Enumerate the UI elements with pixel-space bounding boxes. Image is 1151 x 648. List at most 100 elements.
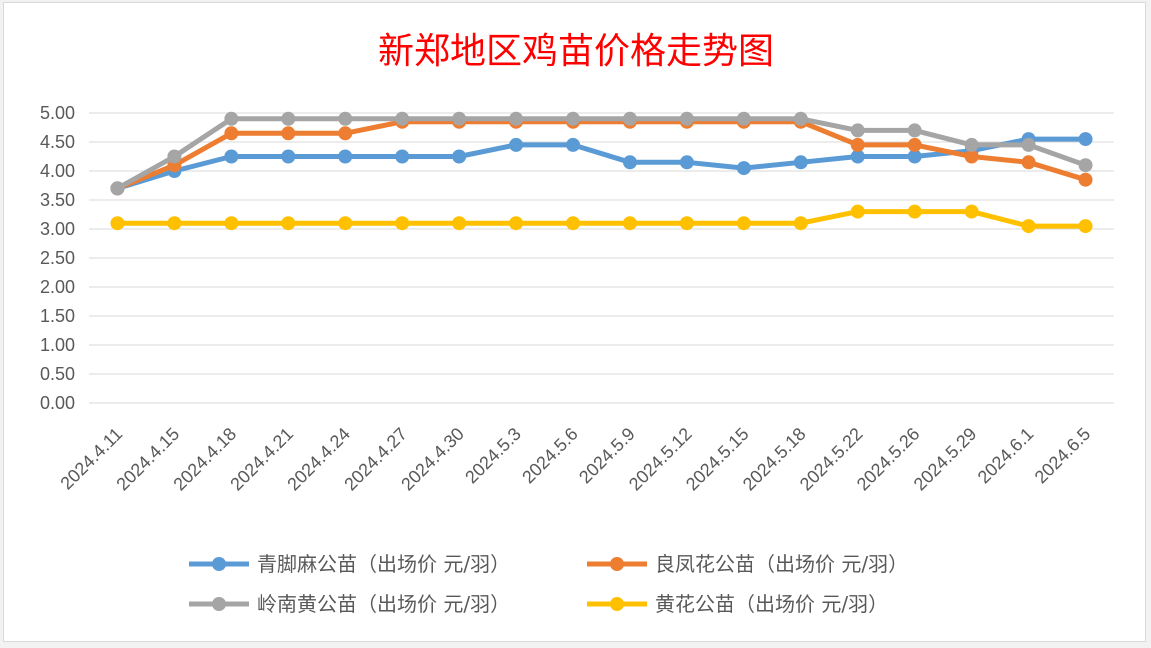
x-tick-label: 2024.6.5 <box>1031 424 1095 488</box>
data-point <box>622 216 637 231</box>
data-point <box>622 111 637 126</box>
data-point <box>509 111 524 126</box>
data-point <box>338 126 353 141</box>
x-tick-label: 2024.5.3 <box>461 424 525 488</box>
data-point <box>566 137 581 152</box>
data-point <box>622 155 637 170</box>
data-point <box>850 123 865 138</box>
data-point <box>850 204 865 219</box>
chart-title: 新郑地区鸡苗价格走势图 <box>378 31 774 72</box>
data-point <box>736 161 751 176</box>
data-point <box>566 216 581 231</box>
data-point <box>167 149 182 164</box>
data-point <box>736 111 751 126</box>
chart-canvas: 新郑地区鸡苗价格走势图 0.00 0.50 1.00 1.50 2.00 2.50 3.00… <box>40 31 1114 616</box>
data-point <box>167 216 182 231</box>
data-point <box>907 204 922 219</box>
data-point <box>736 216 751 231</box>
legend-label: 青脚麻公苗（出场价 元/羽） <box>257 552 510 576</box>
data-point <box>1078 172 1093 187</box>
data-point <box>907 123 922 138</box>
series-line <box>114 119 1089 191</box>
y-tick-label: 1.00 <box>40 335 75 355</box>
y-tick-label: 0.00 <box>40 393 75 413</box>
data-point <box>452 216 467 231</box>
data-point <box>1078 158 1093 173</box>
y-tick-label: 1.50 <box>40 306 75 326</box>
data-point <box>281 111 296 126</box>
series-3 <box>110 111 1093 196</box>
data-point <box>395 149 410 164</box>
legend: 青脚麻公苗（出场价 元/羽） 良凤花公苗（出场价 元/羽） 岭南黄公苗（出场价 元/… <box>189 552 908 616</box>
data-point <box>1078 219 1093 234</box>
y-tick-label: 3.00 <box>40 219 75 239</box>
data-point <box>679 155 694 170</box>
data-point <box>281 126 296 141</box>
data-point <box>793 216 808 231</box>
data-point <box>1021 137 1036 152</box>
y-tick-label: 2.00 <box>40 277 75 297</box>
series-line <box>114 209 1089 229</box>
y-tick-label: 5.00 <box>40 103 75 123</box>
series-lines <box>110 111 1093 234</box>
legend-item[interactable]: 黄花公苗（出场价 元/羽） <box>587 592 888 616</box>
data-point <box>1021 219 1036 234</box>
data-point <box>224 126 239 141</box>
data-point <box>679 111 694 126</box>
x-tick-label: 2024.5.6 <box>518 424 582 488</box>
data-point <box>281 216 296 231</box>
data-point <box>1021 155 1036 170</box>
data-point <box>850 137 865 152</box>
x-tick-label: 2024.6.1 <box>974 424 1038 488</box>
data-point <box>281 149 296 164</box>
data-point <box>224 216 239 231</box>
legend-item[interactable]: 青脚麻公苗（出场价 元/羽） <box>189 552 510 576</box>
y-tick-label: 0.50 <box>40 364 75 384</box>
data-point <box>452 149 467 164</box>
data-point <box>509 137 524 152</box>
y-tick-label: 4.50 <box>40 132 75 152</box>
data-point <box>964 137 979 152</box>
data-point <box>395 111 410 126</box>
data-point <box>224 111 239 126</box>
data-point <box>110 216 125 231</box>
legend-label: 黄花公苗（出场价 元/羽） <box>655 592 888 616</box>
data-point <box>338 216 353 231</box>
series-line <box>114 116 1089 191</box>
chart-area: 新郑地区鸡苗价格走势图 0.00 0.50 1.00 1.50 2.00 2.50 3.00… <box>3 2 1146 642</box>
legend-label: 岭南黄公苗（出场价 元/羽） <box>257 592 510 616</box>
data-point <box>452 111 467 126</box>
x-tick-label: 2024.4.30 <box>397 424 468 495</box>
legend-swatch-marker <box>610 597 624 611</box>
data-point <box>224 149 239 164</box>
data-point <box>907 137 922 152</box>
series-line <box>114 136 1089 191</box>
data-point <box>964 204 979 219</box>
data-point <box>566 111 581 126</box>
data-point <box>679 216 694 231</box>
data-point <box>1078 132 1093 147</box>
data-point <box>338 149 353 164</box>
y-axis-ticks: 0.00 0.50 1.00 1.50 2.00 2.50 3.00 3.50 4.00 4.50… <box>40 103 75 413</box>
legend-swatch-marker <box>212 557 226 571</box>
legend-item[interactable]: 岭南黄公苗（出场价 元/羽） <box>189 592 510 616</box>
data-point <box>850 149 865 164</box>
data-point <box>110 181 125 196</box>
data-point <box>509 216 524 231</box>
legend-item[interactable]: 良凤花公苗（出场价 元/羽） <box>587 552 908 576</box>
data-point <box>793 155 808 170</box>
legend-label: 良凤花公苗（出场价 元/羽） <box>655 552 908 576</box>
legend-swatch-marker <box>610 557 624 571</box>
gridlines <box>89 112 1114 404</box>
x-axis-ticks: 2024.4.112024.4.152024.4.182024.4.212024… <box>56 424 1094 495</box>
data-point <box>907 149 922 164</box>
y-tick-label: 2.50 <box>40 248 75 268</box>
data-point <box>793 111 808 126</box>
series-4 <box>110 204 1093 234</box>
legend-swatch-marker <box>212 597 226 611</box>
y-tick-label: 4.00 <box>40 161 75 181</box>
x-tick-label: 2024.5.29 <box>910 424 981 495</box>
data-point <box>395 216 410 231</box>
data-point <box>338 111 353 126</box>
y-tick-label: 3.50 <box>40 190 75 210</box>
